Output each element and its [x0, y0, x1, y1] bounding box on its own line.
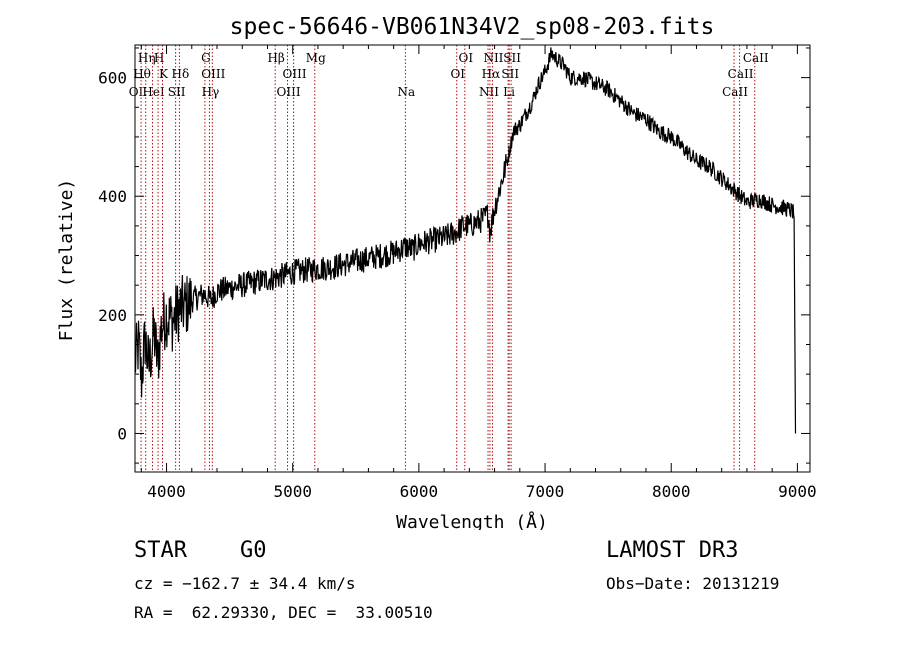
line-label: H — [154, 51, 164, 65]
survey-label: LAMOST DR3 — [606, 538, 739, 563]
x-tick-label: 9000 — [778, 482, 817, 501]
spectrum-series-line — [134, 47, 797, 434]
chart-title: spec-56646-VB061N34V2_sp08-203.fits — [230, 14, 715, 40]
line-label: SII — [503, 51, 521, 65]
line-label: OI — [459, 51, 474, 65]
x-tick-label: 7000 — [526, 482, 565, 501]
line-label: Mg — [306, 51, 326, 65]
line-label: Hη — [138, 51, 156, 65]
line-label: CaII — [743, 51, 769, 65]
line-label: K — [159, 67, 169, 81]
line-label: NII — [479, 85, 499, 99]
emission-line-markers: OI Hθ Hη HeI HK SII Hδ G Hγ OIII Hβ OIII OIII Mg Na OI O… — [129, 45, 769, 472]
spectrum-chart: spec-56646-VB061N34V2_sp08-203.fits OI Hθ… — [56, 14, 817, 530]
line-label: CaII — [722, 85, 748, 99]
redshift-label: cz = −162.7 ± 34.4 km/s — [134, 574, 356, 593]
x-tick-label: 8000 — [652, 482, 691, 501]
line-label: G — [201, 51, 211, 65]
line-label: Na — [398, 85, 416, 99]
line-label: SII — [501, 67, 519, 81]
x-axis-label: Wavelength (Å) — [396, 511, 548, 530]
y-tick-label: 0 — [117, 424, 127, 443]
ra-dec-label: RA = 62.29330, DEC = 33.00510 — [134, 603, 433, 622]
line-label: OIII — [277, 85, 301, 99]
line-label: Hθ — [133, 67, 151, 81]
line-label: NII — [483, 51, 503, 65]
line-label: OIII — [283, 67, 307, 81]
line-label: Hδ — [172, 67, 190, 81]
axis-ticks: 4000 5000 6000 7000 8000 9000 0 200 400 600 — [98, 45, 817, 501]
line-label: SII — [168, 85, 186, 99]
obs-date-label: Obs−Date: 20131219 — [606, 574, 780, 593]
line-label: OIII — [201, 67, 225, 81]
line-label: CaII — [728, 67, 754, 81]
line-label: Hβ — [267, 51, 284, 65]
plot-frame — [134, 44, 811, 473]
object-class-label: STAR G0 — [134, 538, 267, 563]
line-label: OI — [450, 67, 465, 81]
x-tick-label: 4000 — [147, 482, 186, 501]
line-label: Hα — [482, 67, 501, 81]
line-label: OI — [129, 85, 144, 99]
x-tick-label: 6000 — [400, 482, 439, 501]
y-tick-label: 400 — [98, 187, 127, 206]
line-label: HeI — [142, 85, 165, 99]
line-label: Hγ — [202, 85, 220, 99]
y-axis-label: Flux (relative) — [56, 179, 77, 342]
x-tick-label: 5000 — [273, 482, 312, 501]
y-tick-label: 600 — [98, 69, 127, 88]
y-tick-label: 200 — [98, 306, 127, 325]
